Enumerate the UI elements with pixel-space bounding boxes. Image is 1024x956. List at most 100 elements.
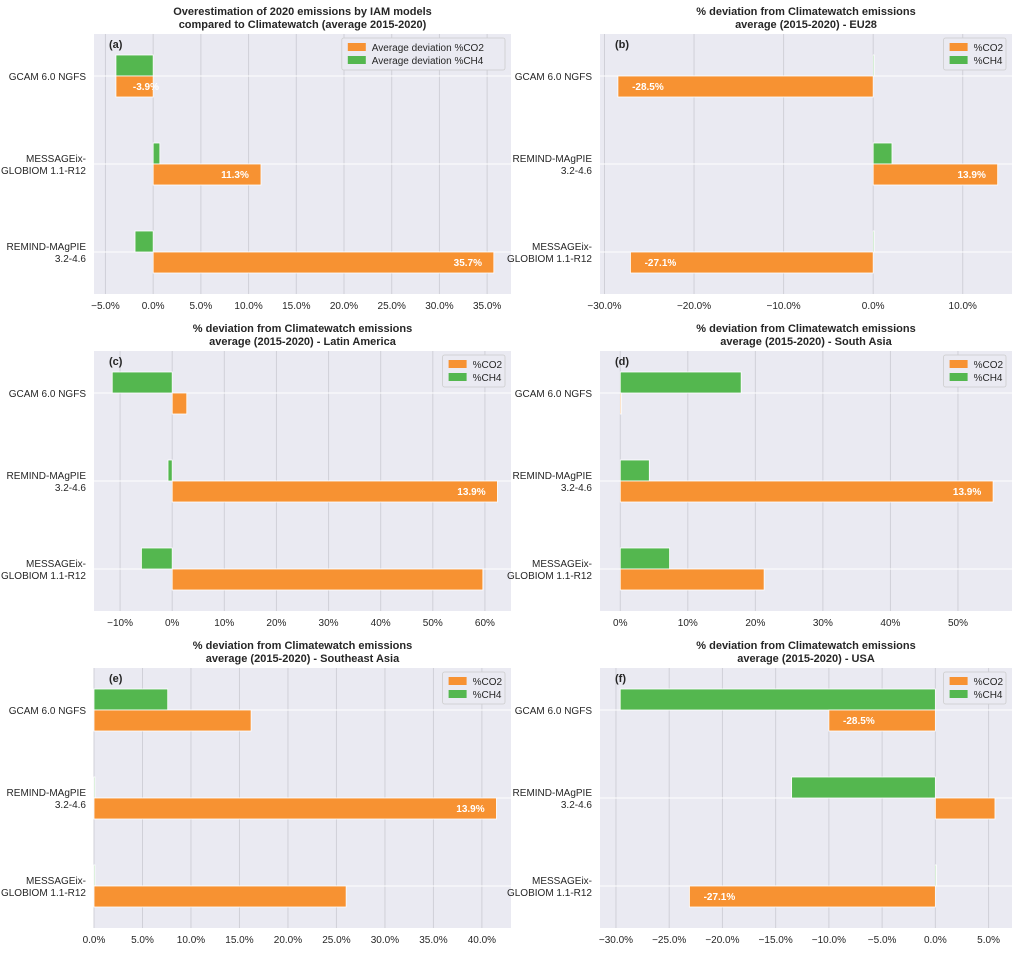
co2-bar <box>689 885 936 908</box>
ch4-bar <box>134 230 154 253</box>
ch4-bar <box>141 547 173 570</box>
legend-swatch <box>949 360 968 368</box>
x-tick-label: 5.0% <box>977 935 1000 946</box>
panel-letter: (f) <box>615 673 626 685</box>
co2-bar <box>171 480 498 503</box>
ch4-bar <box>93 864 96 887</box>
x-tick-label: −10.0% <box>812 935 846 946</box>
chart-title: Overestimation of 2020 emissions by IAM … <box>173 6 432 18</box>
x-tick-label: 35.0% <box>473 301 501 312</box>
category-label: GCAM 6.0 NGFS <box>9 72 87 83</box>
category-label: GCAM 6.0 NGFS <box>515 72 593 83</box>
x-tick-label: 30% <box>319 618 339 629</box>
legend-label: %CH4 <box>974 690 1003 701</box>
category-label: MESSAGEix- <box>532 876 592 887</box>
legend-label: %CO2 <box>473 677 503 688</box>
ch4-bar <box>619 547 670 570</box>
category-label: 3.2-4.6 <box>55 254 87 265</box>
x-tick-label: 5.0% <box>189 301 212 312</box>
x-tick-label: 40% <box>371 618 391 629</box>
legend-label: Average deviation %CO2 <box>372 43 485 54</box>
legend-swatch <box>448 360 467 368</box>
legend-label: %CO2 <box>974 360 1004 371</box>
ch4-bar <box>111 371 173 394</box>
category-label: MESSAGEix- <box>26 154 86 165</box>
legend-swatch <box>347 43 366 51</box>
data-label: 35.7% <box>454 258 482 269</box>
x-tick-label: 15.0% <box>225 935 253 946</box>
category-label: GLOBIOM 1.1-R12 <box>1 888 86 899</box>
co2-bar <box>152 163 262 186</box>
x-tick-label: −30.0% <box>587 301 621 312</box>
chart-panel-1: −5.0% 0.0% 5.0% 10.0% 15.0% 20.0% 25.0% 30.0% 35… <box>1 6 511 312</box>
category-label: MESSAGEix- <box>532 242 592 253</box>
legend-swatch <box>949 677 968 685</box>
chart-panel-3: −10% 0% 10% 20% 30% 40% 50% 60% GCAM 6.0 NGFS REM… <box>1 323 511 629</box>
legend-swatch <box>347 56 366 64</box>
ch4-bar <box>115 54 154 77</box>
co2-bar <box>617 75 874 98</box>
x-tick-label: 5.0% <box>131 935 154 946</box>
x-tick-label: 10% <box>678 618 698 629</box>
category-label: 3.2-4.6 <box>561 800 593 811</box>
x-tick-label: −10% <box>107 618 133 629</box>
category-label: 3.2-4.6 <box>55 800 87 811</box>
chart-title: % deviation from Climatewatch emissions <box>696 6 915 18</box>
legend-swatch <box>448 677 467 685</box>
co2-bar <box>828 709 936 732</box>
x-tick-label: 15.0% <box>282 301 310 312</box>
chart-subtitle: average (2015-2020) - Latin America <box>209 336 397 348</box>
ch4-bar <box>619 688 936 711</box>
chart-panel-6: −30.0% −25.0% −20.0% −15.0% −10.0% −5.0% 0.0% 5… <box>507 640 1012 946</box>
legend-swatch <box>949 690 968 698</box>
legend: %CO2 %CH4 <box>943 37 1007 71</box>
ch4-bar <box>934 864 937 887</box>
chart-title: % deviation from Climatewatch emissions <box>193 323 412 335</box>
co2-bar <box>93 885 347 908</box>
co2-bar <box>619 480 994 503</box>
co2-bar <box>872 163 999 186</box>
category-label: REMIND-MAgPIE <box>7 788 87 799</box>
category-label: MESSAGEix- <box>26 559 86 570</box>
legend-box <box>341 37 506 71</box>
data-label: -28.5% <box>632 82 664 93</box>
category-label: 3.2-4.6 <box>55 483 87 494</box>
category-label: REMIND-MAgPIE <box>513 471 593 482</box>
x-tick-label: 50% <box>948 618 968 629</box>
data-label: -27.1% <box>704 892 736 903</box>
ch4-bar <box>872 54 875 77</box>
x-tick-label: 20.0% <box>330 301 358 312</box>
ch4-bar <box>93 776 96 799</box>
x-tick-label: −20.0% <box>677 301 711 312</box>
ch4-bar <box>152 142 161 165</box>
co2-bar <box>152 251 495 274</box>
x-tick-label: −5.0% <box>91 301 120 312</box>
chart-panel-2: −30.0% −20.0% −10.0% 0.0% 10.0% GCAM 6.0 NGFS… <box>507 6 1012 312</box>
panel-letter: (d) <box>615 356 629 368</box>
chart-title: % deviation from Climatewatch emissions <box>696 640 915 652</box>
category-label: 3.2-4.6 <box>561 166 593 177</box>
legend-label: %CH4 <box>974 56 1003 67</box>
category-label: 3.2-4.6 <box>561 483 593 494</box>
panel-letter: (e) <box>109 673 123 685</box>
co2-bar <box>93 797 497 820</box>
legend-swatch <box>949 373 968 381</box>
data-label: -27.1% <box>645 258 677 269</box>
data-label: 13.9% <box>953 487 981 498</box>
ch4-bar <box>872 230 875 253</box>
x-tick-label: 0% <box>165 618 180 629</box>
legend-label: Average deviation %CH4 <box>372 56 484 67</box>
legend: Average deviation %CO2 Average deviation … <box>341 37 506 71</box>
x-tick-label: −10.0% <box>767 301 801 312</box>
legend-label: %CH4 <box>974 373 1003 384</box>
ch4-bar <box>167 459 173 482</box>
chart-subtitle: compared to Climatewatch (average 2015-2… <box>179 19 427 31</box>
x-tick-label: 35.0% <box>419 935 447 946</box>
x-tick-label: −20.0% <box>705 935 739 946</box>
chart-title: % deviation from Climatewatch emissions <box>696 323 915 335</box>
data-label: -3.9% <box>133 82 159 93</box>
chart-subtitle: average (2015-2020) - Southeast Asia <box>206 653 400 665</box>
chart-subtitle: average (2015-2020) - USA <box>737 653 875 665</box>
x-tick-label: −30.0% <box>599 935 633 946</box>
legend-label: %CO2 <box>974 43 1004 54</box>
